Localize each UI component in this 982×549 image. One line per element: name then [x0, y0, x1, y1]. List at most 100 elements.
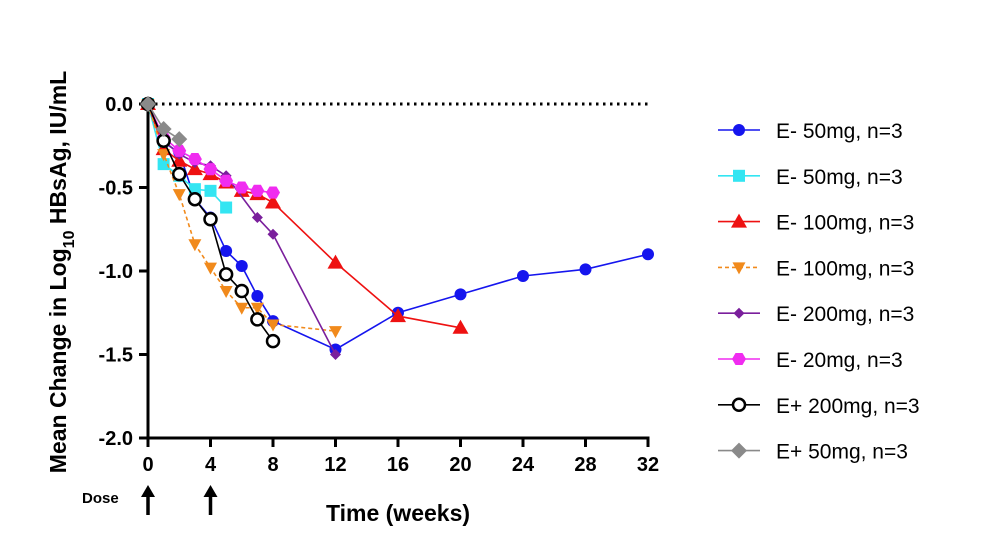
x-tick-label: 20 [449, 454, 471, 476]
legend-label: E+ 200mg, n=3 [776, 395, 920, 418]
legend-label: E- 200mg, n=3 [776, 303, 914, 326]
data-point [235, 259, 248, 272]
x-tick-label: 12 [324, 454, 346, 476]
data-point [330, 349, 341, 360]
data-point [220, 244, 233, 257]
axes: 0.0 -0.5 -1.0 -1.5 -2.0 0 4 8 12 16 20 24 28 32 [99, 94, 660, 476]
x-tick-label: 24 [512, 454, 535, 476]
legend-item-5: E- 200mg, n=3 [718, 303, 914, 326]
data-point [517, 270, 529, 283]
data-point [155, 121, 172, 138]
y-tick-label: -1.0 [99, 261, 133, 283]
data-point [234, 181, 249, 194]
series-layer [140, 96, 654, 360]
legend-marker [731, 442, 747, 459]
y-tick-label: -0.5 [99, 178, 133, 200]
data-point [172, 166, 187, 182]
dose-arrow-head [141, 485, 155, 497]
data-point [157, 149, 171, 162]
legend-label: E- 50mg, n=3 [776, 120, 903, 143]
data-point [452, 319, 469, 334]
data-point [187, 153, 202, 166]
data-point [234, 283, 249, 299]
data-point [188, 239, 202, 252]
data-point [235, 302, 249, 315]
dose-arrow-icon [141, 485, 155, 515]
data-point [219, 286, 233, 299]
data-point [327, 254, 344, 269]
legend-item-1: E- 50mg, n=3 [718, 120, 903, 143]
dose-markers: Dose [82, 485, 218, 515]
data-point [219, 174, 234, 187]
data-point [203, 211, 218, 227]
legend-item-2: E- 50mg, n=3 [718, 166, 903, 189]
data-point [204, 262, 217, 275]
data-point [250, 184, 265, 197]
y-axis-title: Mean Change in Log10 HBsAg, IU/mL [45, 71, 78, 473]
legend-marker [733, 169, 745, 182]
dose-arrow-icon [203, 485, 218, 515]
legend-item-3: E- 100mg, n=3 [718, 212, 914, 235]
series-5 [142, 98, 341, 360]
data-point [220, 201, 233, 214]
dose-arrow-head [203, 485, 218, 497]
dose-label: Dose [82, 490, 119, 507]
legend-label: E- 50mg, n=3 [776, 166, 903, 189]
y-axis-title-part: HBsAg, IU/mL [45, 71, 71, 231]
data-point [172, 189, 186, 202]
x-tick-label: 8 [267, 454, 278, 476]
legend-item-7: E+ 200mg, n=3 [718, 395, 920, 418]
data-point [266, 319, 280, 332]
data-point [579, 263, 592, 276]
data-point [251, 212, 263, 224]
data-point [250, 302, 264, 315]
data-point [204, 184, 217, 197]
legend-label: E- 20mg, n=3 [776, 349, 903, 372]
y-tick-label: -1.5 [99, 345, 133, 367]
data-point [267, 228, 279, 240]
x-axis-title: Time (weeks) [326, 500, 470, 526]
data-point [250, 312, 265, 327]
data-point [187, 191, 203, 207]
data-point [140, 96, 156, 112]
legend-label: E- 100mg, n=3 [776, 212, 914, 235]
data-point [266, 186, 280, 199]
y-tick-label: -2.0 [99, 428, 133, 450]
legend-label: E+ 50mg, n=3 [776, 441, 908, 464]
data-point [188, 183, 201, 196]
legend-label: E- 100mg, n=3 [776, 257, 914, 280]
data-point [203, 163, 218, 176]
legend-marker [732, 262, 746, 275]
data-point [265, 194, 281, 209]
x-tick-label: 16 [387, 454, 409, 476]
legend-marker [731, 397, 747, 413]
data-point [329, 326, 342, 339]
series-8 [140, 96, 188, 148]
data-point [454, 288, 467, 301]
y-axis-title-subscript: 10 [61, 230, 78, 248]
data-point [172, 144, 187, 157]
legend-marker [733, 307, 745, 319]
data-point [251, 290, 264, 303]
x-tick-label: 4 [205, 454, 217, 476]
series-line [147, 103, 336, 332]
legend-item-4: E- 100mg, n=3 [718, 257, 914, 280]
x-tick-label: 0 [142, 454, 153, 476]
legend-marker [732, 352, 746, 366]
data-point [171, 152, 188, 167]
data-point [642, 248, 654, 261]
data-point [186, 161, 203, 176]
data-point [265, 333, 281, 349]
legend-marker [733, 124, 745, 136]
series-3 [140, 96, 469, 334]
data-point [218, 267, 234, 282]
x-tick-label: 32 [637, 454, 659, 476]
legend: E- 50mg, n=3 E- 50mg, n=3 E- 100mg, n=3 E- … [718, 120, 920, 464]
legend-item-8: E+ 50mg, n=3 [718, 441, 908, 464]
x-tick-label: 28 [574, 454, 596, 476]
data-point [171, 131, 188, 148]
y-axis-title-part: Mean Change in Log [45, 248, 71, 473]
y-tick-label: 0.0 [105, 94, 133, 116]
legend-marker [731, 213, 747, 228]
